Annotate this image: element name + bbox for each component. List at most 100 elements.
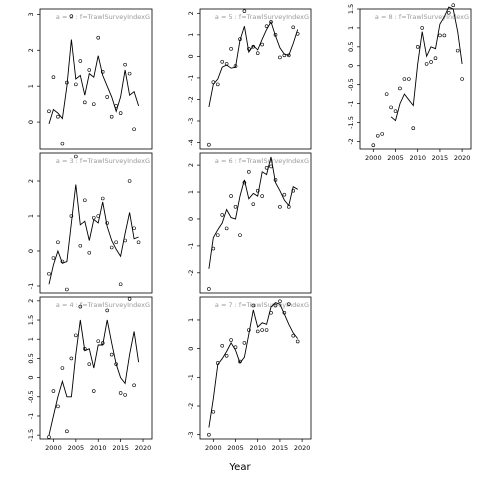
fitted-line xyxy=(390,6,463,122)
data-point xyxy=(51,389,56,393)
panel-5: a = 6 : f=TrawlSurveyIndexG -2 -1 0 1 2 xyxy=(187,152,312,294)
data-point xyxy=(273,178,278,182)
y-tick-label: 1 xyxy=(27,337,35,341)
data-point xyxy=(127,297,132,301)
data-point xyxy=(83,100,87,105)
data-point xyxy=(273,33,278,37)
data-point xyxy=(251,44,256,49)
fitted-line xyxy=(48,319,140,436)
panel-frame xyxy=(199,152,312,294)
panel-1: a = 2 : f=TrawlSurveyIndexG 0 1 2 3 xyxy=(27,8,153,150)
data-point xyxy=(411,126,416,130)
data-point xyxy=(215,233,220,237)
data-point xyxy=(109,352,114,357)
data-point xyxy=(132,127,136,132)
y-tick-label: 0 xyxy=(27,120,35,124)
data-point xyxy=(273,303,278,308)
data-point xyxy=(229,194,233,198)
data-point xyxy=(65,80,69,85)
data-point xyxy=(132,226,136,231)
panel-frame xyxy=(39,152,153,294)
data-point xyxy=(278,299,282,304)
data-point xyxy=(424,62,429,66)
x-tick-label: 2005 xyxy=(227,444,244,452)
data-point xyxy=(78,304,83,309)
data-point xyxy=(295,339,300,344)
fitted-line xyxy=(208,156,298,269)
data-point xyxy=(255,188,260,193)
x-tick-label: 2015 xyxy=(272,444,289,452)
data-point xyxy=(380,132,385,136)
panel-title: a = 2 : f=TrawlSurveyIndexG xyxy=(56,13,150,21)
y-tick-label: 2 xyxy=(27,299,35,303)
data-point xyxy=(83,198,87,203)
data-point xyxy=(91,389,96,393)
data-point xyxy=(100,196,105,201)
data-point xyxy=(455,48,460,53)
data-point xyxy=(264,24,269,29)
y-tick-label: 0 xyxy=(187,347,195,351)
x-tick-label: 2010 xyxy=(249,444,266,452)
data-point xyxy=(51,256,56,260)
data-point xyxy=(224,354,229,358)
y-tick-label: 2 xyxy=(187,11,195,15)
y-tick-label: 0 xyxy=(27,249,35,253)
data-point xyxy=(123,238,127,243)
data-point xyxy=(118,282,123,287)
data-point xyxy=(56,404,60,409)
data-point xyxy=(215,361,220,365)
data-point xyxy=(123,393,127,397)
data-point xyxy=(215,82,220,87)
data-point xyxy=(264,166,269,170)
data-point xyxy=(207,432,211,437)
panel-3: a = 4 : f=TrawlSurveyIndexG -1.5 -1 -0.5 0 0.… xyxy=(27,296,153,452)
y-tick-label: 2 xyxy=(187,163,195,167)
y-tick-label: -1 xyxy=(27,413,35,419)
y-tick-label: 0 xyxy=(187,54,195,58)
x-axis-label: Year xyxy=(228,462,251,473)
panel-title: a = 7 : f=TrawlSurveyIndexG xyxy=(215,301,309,309)
y-tick-label: -2 xyxy=(187,96,195,102)
data-point xyxy=(375,133,380,138)
panel-title: a = 4 : f=TrawlSurveyIndexG xyxy=(56,301,150,309)
data-point xyxy=(100,341,105,345)
data-point xyxy=(420,26,424,30)
data-point xyxy=(233,64,238,68)
data-point xyxy=(295,31,300,36)
y-tick-label: 1 xyxy=(187,318,195,322)
y-tick-label: -2 xyxy=(187,270,195,276)
data-point xyxy=(229,47,233,51)
data-point xyxy=(260,328,264,332)
y-tick-label: -0.5 xyxy=(347,78,355,91)
y-tick-label: 1 xyxy=(347,26,355,30)
data-point xyxy=(402,77,407,81)
data-point xyxy=(96,214,101,218)
data-point xyxy=(238,233,242,237)
data-point xyxy=(127,179,132,183)
data-point xyxy=(78,59,83,63)
data-point xyxy=(105,308,109,313)
data-point xyxy=(429,60,433,64)
data-point xyxy=(74,154,78,159)
data-point xyxy=(47,271,51,276)
y-tick-label: -1 xyxy=(187,243,195,249)
y-tick-label: 0 xyxy=(347,64,355,68)
data-point xyxy=(91,102,96,106)
data-point xyxy=(114,362,118,366)
y-tick-label: 1 xyxy=(27,84,35,88)
data-point xyxy=(264,328,269,332)
y-tick-label: -1.5 xyxy=(347,116,355,129)
data-point xyxy=(286,302,291,306)
data-point xyxy=(251,202,256,206)
data-point xyxy=(251,303,256,308)
panel-title: a = 8 : f=TrawlSurveyIndexG xyxy=(375,13,469,21)
data-point xyxy=(291,25,296,30)
data-point xyxy=(238,359,242,364)
data-point xyxy=(446,10,451,15)
data-point xyxy=(118,391,123,395)
fitted-line xyxy=(208,302,299,428)
data-point xyxy=(65,287,69,292)
data-point xyxy=(220,59,224,64)
panel-4: a = 5 : f=TrawlSurveyIndexG -4 -3 -2 -1 0 1 2 xyxy=(187,8,312,150)
data-point xyxy=(242,180,247,185)
